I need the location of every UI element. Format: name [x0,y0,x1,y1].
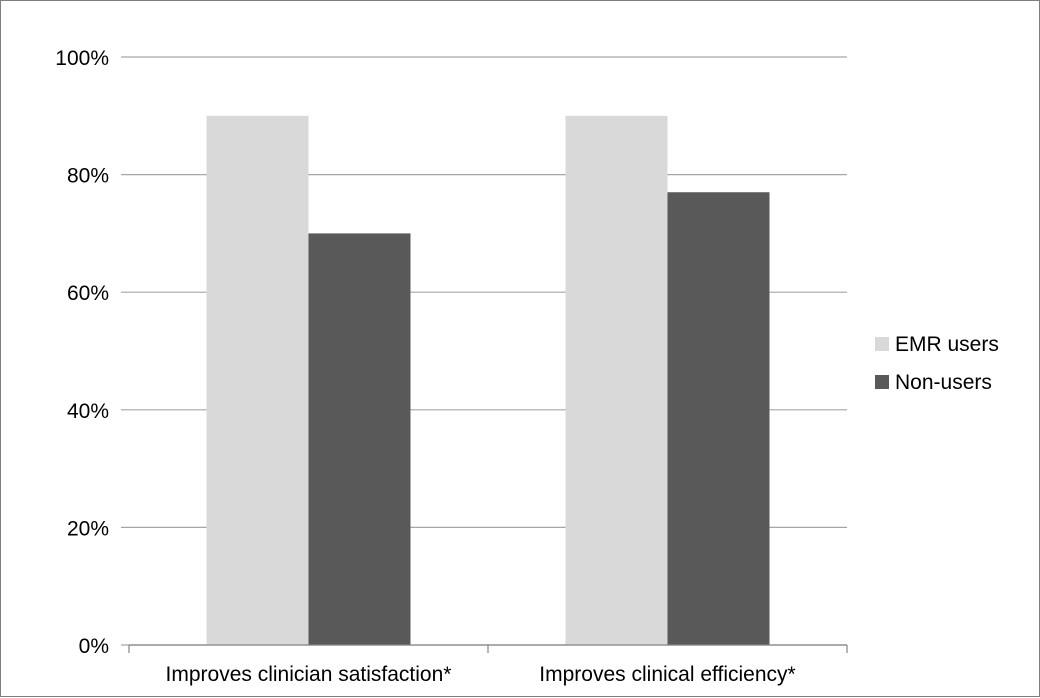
y-tick-label: 100% [55,47,109,70]
bar [206,115,309,646]
legend: EMR users Non-users [875,333,999,394]
legend-swatch [875,337,889,351]
legend-label: EMR users [895,333,999,356]
x-category-label: Improves clinical efficiency* [539,663,795,686]
y-tick-label: 80% [67,165,109,188]
legend-swatch [875,375,889,389]
x-category-label: Improves clinician satisfaction* [166,663,452,686]
legend-label: Non-users [895,371,992,394]
x-axis-categories: Improves clinician satisfaction* Improves… [166,663,796,686]
x-axis [128,644,848,653]
bar [565,115,668,646]
bars [206,115,770,646]
y-tick-label: 40% [67,400,109,423]
y-tick-label: 60% [67,282,109,305]
y-axis-ticks: 0% 20% 40% 60% 80% 100% [55,47,109,658]
y-tick-label: 0% [79,635,109,658]
bar [667,192,770,646]
bar [308,233,411,645]
y-tick-label: 20% [67,517,109,540]
